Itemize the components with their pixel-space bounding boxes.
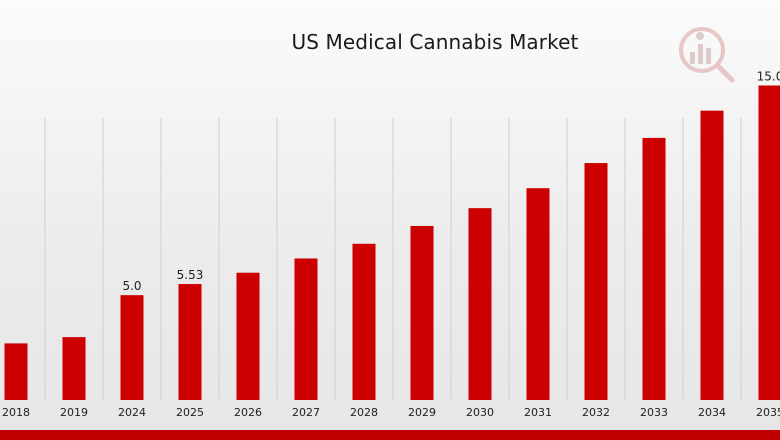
data-label-2035: 15.0	[757, 69, 780, 83]
bar-2032	[584, 163, 608, 400]
x-tick-label-2025: 2025	[176, 406, 204, 419]
bars	[4, 85, 780, 401]
x-tick-label-2032: 2032	[582, 406, 610, 419]
bar-2024	[120, 295, 144, 400]
data-labels: 5.0 5.53 15.0	[122, 69, 780, 293]
bar-2027	[294, 258, 318, 400]
x-tick-label-2027: 2027	[292, 406, 320, 419]
x-tick-label-2018: 2018	[2, 406, 30, 419]
x-tick-label-2028: 2028	[350, 406, 378, 419]
x-tick-label-2031: 2031	[524, 406, 552, 419]
bar-2025	[178, 284, 202, 400]
logo-chart-magnifier-icon	[679, 27, 735, 83]
x-tick-labels: 2018 2019 2024 2025 2026 2027 2028 2029 2030 2031…	[2, 406, 780, 419]
bar-2026	[236, 272, 260, 400]
x-tick-label-2034: 2034	[698, 406, 726, 419]
x-tick-label-2035: 2035	[756, 406, 780, 419]
bar-2028	[352, 243, 376, 400]
grid-lines	[44, 118, 742, 400]
x-tick-label-2030: 2030	[466, 406, 494, 419]
bar-chart: 5.0 5.53 15.0 2018 2019 2024 2025 2026 2027 2028…	[2, 69, 780, 419]
data-label-2025: 5.53	[177, 268, 204, 282]
bar-2018	[4, 343, 28, 400]
bar-2029	[410, 225, 434, 400]
bar-2031	[526, 188, 550, 400]
x-tick-label-2029: 2029	[408, 406, 436, 419]
x-tick-label-2026: 2026	[234, 406, 262, 419]
x-tick-label-2024: 2024	[118, 406, 146, 419]
data-label-2024: 5.0	[122, 279, 141, 293]
bar-2033	[642, 137, 666, 400]
bar-2030	[468, 208, 492, 400]
x-tick-label-2033: 2033	[640, 406, 668, 419]
bar-2035	[758, 85, 780, 401]
bar-2034	[700, 110, 724, 400]
chart-title: US Medical Cannabis Market	[291, 30, 579, 54]
x-tick-label-2019: 2019	[60, 406, 88, 419]
bottom-accent-bar	[0, 430, 780, 440]
bar-2019	[62, 337, 86, 400]
